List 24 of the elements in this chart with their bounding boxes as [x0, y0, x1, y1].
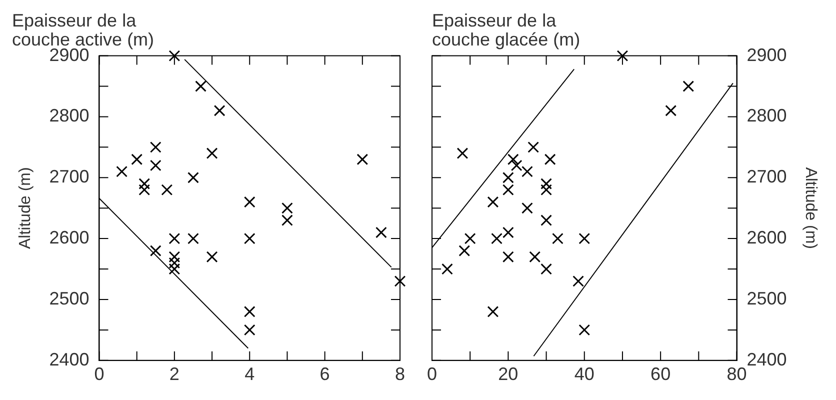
- y-tick-label: 2800: [49, 106, 90, 126]
- y2-tick-label: 2900: [746, 44, 787, 65]
- y-tick-label: 2600: [49, 228, 90, 248]
- chart-title: Epaisseur de la couche glacée (m): [432, 10, 580, 50]
- x-tick-label: 2: [169, 364, 180, 384]
- x-tick-label: 6: [320, 364, 330, 384]
- x-tick-label: 40: [574, 364, 594, 384]
- y-tick-label: 2700: [49, 166, 90, 187]
- x-tick-label: 0: [94, 364, 104, 384]
- x-tick-label: 60: [650, 364, 671, 384]
- y2-axis-title: Altitude (m): [802, 167, 819, 249]
- y2-tick-label: 2700: [746, 166, 787, 187]
- y-tick-label: 2500: [49, 288, 90, 308]
- x-tick-label: 20: [498, 364, 518, 384]
- x-tick-label: 8: [394, 364, 406, 384]
- x-tick-label: 0: [426, 364, 438, 384]
- y2-tick-label: 2400: [746, 349, 787, 370]
- y2-tick-label: 2800: [746, 106, 787, 126]
- y-axis-title: Altitude (m): [17, 167, 34, 249]
- y2-tick-label: 2500: [746, 288, 787, 308]
- y2-tick-label: 2600: [746, 228, 787, 248]
- x-tick-label: 4: [244, 364, 255, 384]
- y-tick-label: 2400: [49, 349, 90, 370]
- x-tick-label: 80: [726, 364, 747, 384]
